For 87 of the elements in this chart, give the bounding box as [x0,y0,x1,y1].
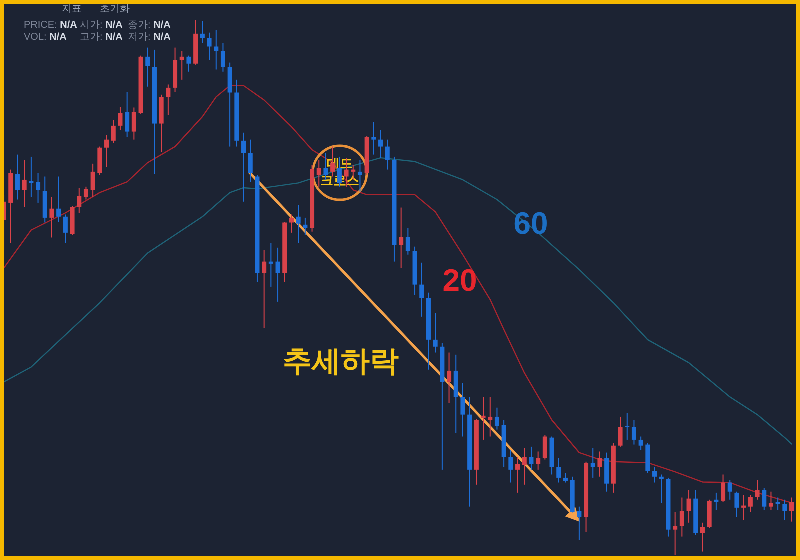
candlestick [556,458,562,484]
candlestick [782,499,788,521]
candlestick [618,416,623,448]
candlestick [590,448,596,478]
candlestick [180,50,184,80]
candlestick [84,186,88,200]
candlestick [680,497,684,538]
candlestick [776,497,780,511]
candlestick [200,20,205,44]
candlestick [790,497,794,522]
candlestick [207,32,212,61]
text: 초기화 [100,4,130,15]
candlestick [659,474,664,504]
candlestick [494,407,500,430]
annotation: 추세하락 [283,346,399,378]
candlestick [536,451,541,470]
candlestick [15,154,20,200]
candlestick [289,214,294,234]
candlestick [673,512,678,556]
candlestick [488,396,493,438]
candlestick [406,228,410,256]
candlestick [111,120,116,144]
candlestick [166,84,171,116]
candlestick [460,382,466,438]
candlestick [721,474,726,503]
candlestick [577,506,582,541]
candlestick [420,262,424,318]
candlestick [132,107,136,140]
candlestick [529,446,534,470]
candlestick [296,204,301,244]
candlestick [625,412,630,440]
candlestick [638,436,644,451]
candlestick [186,55,192,72]
text: 지표 [62,4,82,15]
candlestick [248,139,253,183]
candlestick [399,207,404,269]
candlestick [762,488,767,511]
candlestick [276,247,280,302]
candlestick [748,494,753,513]
annotation: 고가: N/A [80,32,123,43]
candlestick [522,448,527,486]
candlestick [90,163,96,198]
candlestick [50,196,54,238]
annotation: 저가: N/A [128,32,171,43]
candlestick [481,396,486,440]
candlestick [316,160,322,188]
annotation: 시가: N/A [80,20,123,31]
annotation: PRICE: N/A [24,20,78,31]
candlestick [433,312,438,354]
candlestick [734,491,740,518]
candlestick [516,456,520,494]
candlestick [768,491,774,511]
candlestick [378,130,384,159]
candlestick [268,242,274,288]
candlestick [220,42,226,72]
candlestick [77,187,82,214]
candlestick [303,217,308,236]
candlestick [63,214,68,244]
candlestick [118,106,123,131]
candlestick [125,92,130,138]
candlestick [385,139,390,170]
candlestick [686,490,692,524]
candlestick [714,492,719,511]
candlestick [542,434,548,460]
candlestick [146,47,150,88]
candlestick [598,451,602,478]
candlestick [742,494,746,521]
candlestick [36,172,41,204]
candlestick [262,250,267,329]
candlestick [56,176,62,223]
candlestick [700,522,705,552]
candlestick [728,480,732,500]
candlestick [447,352,452,404]
candlestick [22,160,27,208]
candlestick [508,450,514,484]
candlestick [372,122,376,156]
candlestick [632,420,636,446]
candlestick [242,132,246,202]
candlestick [214,30,219,70]
annotation: 종가: N/A [128,20,171,31]
candlestick [563,472,568,484]
candlestick [755,480,760,500]
candlestick [652,466,658,484]
candlestick [29,156,34,198]
annotation: VOL: N/A [24,32,67,43]
candlestick [104,134,110,168]
candlestick [358,160,362,192]
